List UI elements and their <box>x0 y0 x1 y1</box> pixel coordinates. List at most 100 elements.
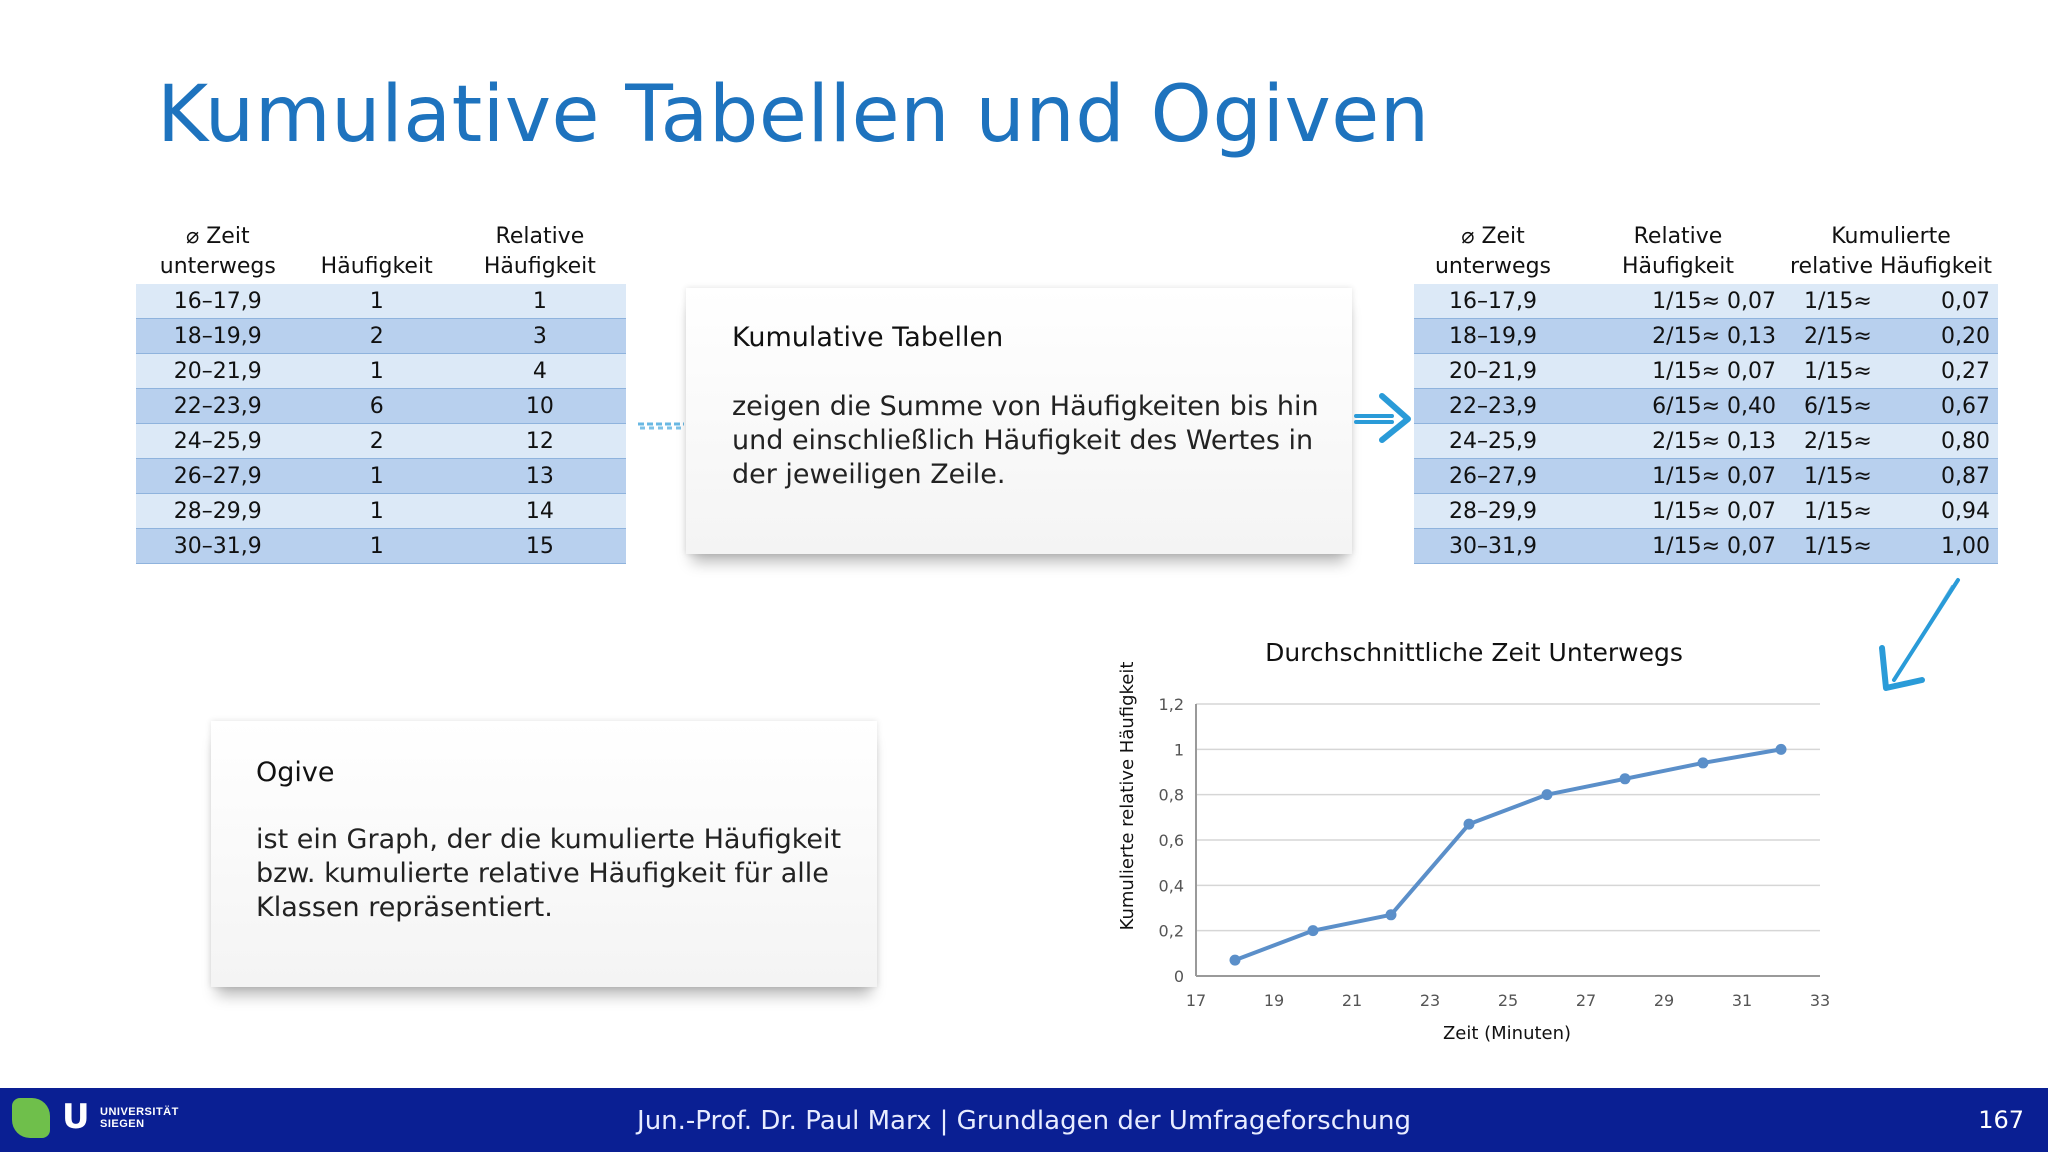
table-cell: 3 <box>453 318 626 354</box>
x-tick-label: 25 <box>1498 991 1518 1010</box>
table-cell: 1 <box>453 284 626 319</box>
table-cell: 2/15≈ 0,13 <box>1572 423 1784 459</box>
table-cell: 20–21,9 <box>136 353 300 389</box>
university-name: UNIVERSITÄT SIEGEN <box>100 1106 179 1130</box>
table-cell: 1/15≈ 0,07 <box>1572 528 1784 564</box>
table-cell: 0,94 <box>1911 493 1998 529</box>
y-tick-label: 0,6 <box>1159 831 1184 850</box>
table-cell: 0,20 <box>1911 318 1998 354</box>
table-cell: 0,07 <box>1911 284 1998 319</box>
table-cell: 2/15≈ 0,13 <box>1572 318 1784 354</box>
y-tick-label: 1,2 <box>1159 695 1184 714</box>
data-point <box>1775 743 1787 755</box>
table-cell: 1/15≈ <box>1784 528 1912 564</box>
frequency-table: ⌀ Zeit unterwegs Häufigkeit Relative Häu… <box>136 222 626 564</box>
table-cell: 28–29,9 <box>136 493 300 529</box>
table-cell: 6/15≈ <box>1784 388 1912 424</box>
card-heading: Kumulative Tabellen <box>732 322 1004 353</box>
table-cell: 6 <box>299 388 454 424</box>
table-cell: 1/15≈ 0,07 <box>1572 353 1784 389</box>
data-point <box>1541 789 1553 801</box>
table-cell: 24–25,9 <box>136 423 300 459</box>
arrow-down-left-icon <box>1879 578 1960 691</box>
x-tick-label: 29 <box>1654 991 1674 1010</box>
slide-title: Kumulative Tabellen und Ogiven <box>157 70 1430 160</box>
y-tick-label: 0,4 <box>1159 876 1184 895</box>
table-cell: 22–23,9 <box>136 388 300 424</box>
table-cell: 1 <box>299 284 454 319</box>
data-point <box>1697 757 1709 769</box>
table-cell: 1/15≈ <box>1784 458 1912 494</box>
data-point <box>1229 954 1241 966</box>
table-cell: 1 <box>299 493 454 529</box>
table-cell: 13 <box>453 458 626 494</box>
y-tick-label: 0 <box>1174 967 1184 986</box>
data-point <box>1307 925 1319 937</box>
col-header-haeufigkeit: Häufigkeit <box>320 254 433 279</box>
table-cell: 20–21,9 <box>1414 353 1572 389</box>
cumulative-table: ⌀ Zeit unterwegs Relative Häufigkeit Kum… <box>1414 222 1998 564</box>
university-leaf-icon <box>12 1098 50 1138</box>
table-cell: 1 <box>299 458 454 494</box>
table-cell: 10 <box>453 388 626 424</box>
col-header-kumuliert: Kumulierte relative Häufigkeit <box>1790 224 1992 279</box>
table-row: 22–23,9 6/15≈ 0,40 6/15≈ 0,67 <box>1414 388 1998 424</box>
table-cell: 1/15≈ 0,07 <box>1572 493 1784 529</box>
table-row: 28–29,9 1/15≈ 0,07 1/15≈ 0,94 <box>1414 493 1998 529</box>
x-axis-label: Zeit (Minuten) <box>1443 1023 1571 1044</box>
x-tick-label: 23 <box>1420 991 1440 1010</box>
table-row: 20–21,9 1 4 <box>136 353 626 389</box>
y-tick-label: 1 <box>1174 740 1184 759</box>
x-tick-label: 27 <box>1576 991 1596 1010</box>
table-cell: 18–19,9 <box>1414 318 1572 354</box>
card-kumulative-tabellen: Kumulative Tabellen zeigen die Summe von… <box>686 288 1352 554</box>
table-cell: 1 <box>299 353 454 389</box>
table-cell: 1/15≈ 0,07 <box>1572 458 1784 494</box>
table-row: 18–19,9 2 3 <box>136 318 626 354</box>
table-cell: 12 <box>453 423 626 459</box>
table-cell: 22–23,9 <box>1414 388 1572 424</box>
table-cell: 0,87 <box>1911 458 1998 494</box>
table-cell: 1/15≈ <box>1784 493 1912 529</box>
table-cell: 6/15≈ 0,40 <box>1572 388 1784 424</box>
col-header-relative: Relative Häufigkeit <box>1621 224 1735 279</box>
series-line <box>1234 747 1782 963</box>
arrow-right-icon <box>1354 393 1411 443</box>
x-tick-label: 17 <box>1186 991 1206 1010</box>
x-tick-label: 21 <box>1342 991 1362 1010</box>
data-point <box>1463 818 1475 830</box>
ogive-chart: Durchschnittliche Zeit Unterwegs 0 0,2 0,4… <box>1117 638 1830 1044</box>
data-point <box>1385 909 1397 921</box>
col-header-zeit: ⌀ Zeit unterwegs <box>1434 224 1552 279</box>
table-row: 16–17,9 1/15≈ 0,07 1/15≈ 0,07 <box>1414 284 1998 319</box>
table-row: 30–31,9 1 15 <box>136 528 626 564</box>
table-cell: 15 <box>453 528 626 564</box>
table-cell: 1 <box>299 528 454 564</box>
table-cell: 4 <box>453 353 626 389</box>
table-cell: 1/15≈ <box>1784 353 1912 389</box>
table-row: 24–25,9 2 12 <box>136 423 626 459</box>
university-u-icon: U <box>62 1097 90 1137</box>
table-row: 24–25,9 2/15≈ 0,13 2/15≈ 0,80 <box>1414 423 1998 459</box>
table-cell: 18–19,9 <box>136 318 300 354</box>
chart-title: Durchschnittliche Zeit Unterwegs <box>1265 638 1683 667</box>
table-cell: 0,27 <box>1911 353 1998 389</box>
card-text: ist ein Graph, der die kumulierte Häufig… <box>256 824 842 923</box>
card-heading: Ogive <box>256 757 335 788</box>
y-tick-label: 0,8 <box>1159 786 1184 805</box>
dashed-arrow-icon <box>638 422 684 430</box>
page-number: 167 <box>1978 1106 2024 1134</box>
data-point <box>1619 773 1631 785</box>
table-cell: 16–17,9 <box>1414 284 1572 319</box>
table-cell: 0,80 <box>1911 423 1998 459</box>
table-cell: 30–31,9 <box>136 528 300 564</box>
table-row: 18–19,9 2/15≈ 0,13 2/15≈ 0,20 <box>1414 318 1998 354</box>
table-row: 30–31,9 1/15≈ 0,07 1/15≈ 1,00 <box>1414 528 1998 564</box>
table-row: 20–21,9 1/15≈ 0,07 1/15≈ 0,27 <box>1414 353 1998 389</box>
table-row: 26–27,9 1/15≈ 0,07 1/15≈ 0,87 <box>1414 458 1998 494</box>
table-cell: 2/15≈ <box>1784 423 1912 459</box>
table-cell: 1/15≈ <box>1784 284 1912 319</box>
table-row: 16–17,9 1 1 <box>136 284 626 319</box>
table-cell: 26–27,9 <box>136 458 300 494</box>
y-tick-label: 0,2 <box>1159 922 1184 941</box>
